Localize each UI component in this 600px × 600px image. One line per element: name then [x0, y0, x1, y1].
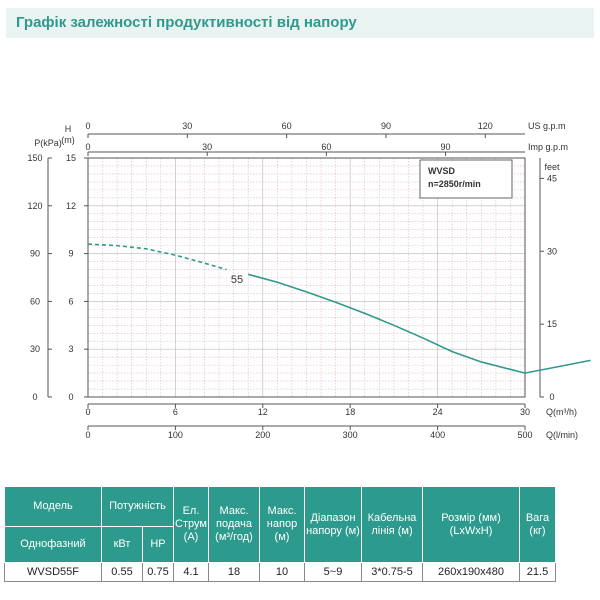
imp-gpm-label: Imp g.p.m — [528, 142, 568, 152]
imp-gpm-tick-label: 90 — [441, 142, 451, 152]
pump-performance-chart: P(kPa)H(m)036912150306090120150feet01530… — [27, 121, 591, 440]
q-m3h-tick-label: 18 — [345, 407, 355, 417]
page-title: Графік залежності продуктивності від нап… — [16, 14, 357, 31]
feet-axis-title: feet — [544, 162, 560, 172]
head-axis-unit: (m) — [61, 135, 75, 145]
performance-curves — [87, 159, 591, 374]
th-max-flow: Макс. подача (м³/год) — [208, 486, 260, 563]
pressure-tick-label: 150 — [27, 153, 42, 163]
q-lmin-tick-label: 0 — [85, 430, 90, 440]
q-m3h-tick-label: 30 — [520, 407, 530, 417]
us-gpm-tick-label: 120 — [478, 121, 493, 131]
head-tick-label: 0 — [68, 392, 73, 402]
q-m3h-tick-label: 0 — [85, 407, 90, 417]
th-hp: HP — [142, 526, 174, 563]
curve-label: 55 — [231, 274, 243, 286]
head-tick-label: 6 — [68, 296, 73, 306]
th-power: Потужність — [101, 486, 174, 527]
q-m3h-tick-label: 12 — [258, 407, 268, 417]
chart-labels: P(kPa)H(m)036912150306090120150feet01530… — [27, 121, 578, 440]
feet-tick-label: 45 — [547, 173, 557, 183]
feet-tick-label: 15 — [547, 319, 557, 329]
feet-tick-label: 30 — [547, 246, 557, 256]
cell-weight: 21.5 — [519, 562, 556, 582]
model-speed: n=2850r/min — [428, 179, 481, 189]
pressure-axis-title: P(kPa) — [34, 138, 62, 148]
curve-55-solid — [248, 273, 591, 374]
table-row: WVSD55F 0.55 0.75 4.1 18 10 5~9 3*0.75-5… — [4, 562, 556, 582]
th-model: Модель — [4, 486, 102, 527]
pressure-tick-label: 90 — [30, 249, 40, 259]
th-phase: Однофазний — [4, 526, 102, 563]
th-weight: Вага (кг) — [519, 486, 556, 563]
q-m3h-tick-label: 24 — [433, 407, 443, 417]
pressure-tick-label: 60 — [30, 296, 40, 306]
q-m3h-label: Q(m³/h) — [546, 407, 577, 417]
th-size: Розмір (мм) (LxWxH) — [422, 486, 520, 563]
cell-max-head: 10 — [259, 562, 305, 582]
pressure-tick-label: 120 — [27, 201, 42, 211]
head-axis-title: H — [65, 124, 72, 134]
q-m3h-tick-label: 6 — [173, 407, 178, 417]
model-box — [419, 159, 513, 199]
us-gpm-tick-label: 90 — [381, 121, 391, 131]
cell-hp: 0.75 — [142, 562, 174, 582]
cell-size: 260x190x480 — [422, 562, 520, 582]
cell-kw: 0.55 — [101, 562, 143, 582]
cell-head-range: 5~9 — [304, 562, 362, 582]
q-lmin-label: Q(l/min) — [546, 430, 578, 440]
imp-gpm-tick-label: 60 — [321, 142, 331, 152]
th-head-range: Діапазон напору (м) — [304, 486, 362, 563]
q-lmin-tick-label: 300 — [343, 430, 358, 440]
pressure-tick-label: 30 — [30, 344, 40, 354]
cell-max-flow: 18 — [208, 562, 260, 582]
q-lmin-tick-label: 100 — [168, 430, 183, 440]
head-tick-label: 15 — [66, 153, 76, 163]
model-name: WVSD — [428, 166, 456, 176]
head-tick-label: 12 — [66, 201, 76, 211]
us-gpm-label: US g.p.m — [528, 121, 566, 131]
title-bar — [6, 8, 594, 38]
cell-current: 4.1 — [173, 562, 209, 582]
us-gpm-tick-label: 30 — [182, 121, 192, 131]
feet-tick-label: 0 — [549, 392, 554, 402]
th-cable: Кабельна лінія (м) — [361, 486, 423, 563]
th-max-head: Макс. напор (м) — [259, 486, 305, 563]
q-lmin-tick-label: 200 — [255, 430, 270, 440]
curve-55-dashed — [87, 243, 227, 271]
th-kw: кВт — [101, 526, 143, 563]
head-tick-label: 3 — [68, 344, 73, 354]
cell-cable: 3*0.75-5 — [361, 562, 423, 582]
head-tick-label: 9 — [68, 249, 73, 259]
us-gpm-tick-label: 0 — [85, 121, 90, 131]
chart-axes — [47, 133, 544, 430]
imp-gpm-tick-label: 30 — [202, 142, 212, 152]
pressure-tick-label: 0 — [32, 392, 37, 402]
cell-model: WVSD55F — [4, 562, 102, 582]
q-lmin-tick-label: 500 — [517, 430, 532, 440]
th-current: Ел. Струм (А) — [173, 486, 209, 563]
us-gpm-tick-label: 60 — [282, 121, 292, 131]
spec-table: Модель Потужність Ел. Струм (А) Макс. по… — [4, 486, 556, 582]
imp-gpm-tick-label: 0 — [85, 142, 90, 152]
q-lmin-tick-label: 400 — [430, 430, 445, 440]
